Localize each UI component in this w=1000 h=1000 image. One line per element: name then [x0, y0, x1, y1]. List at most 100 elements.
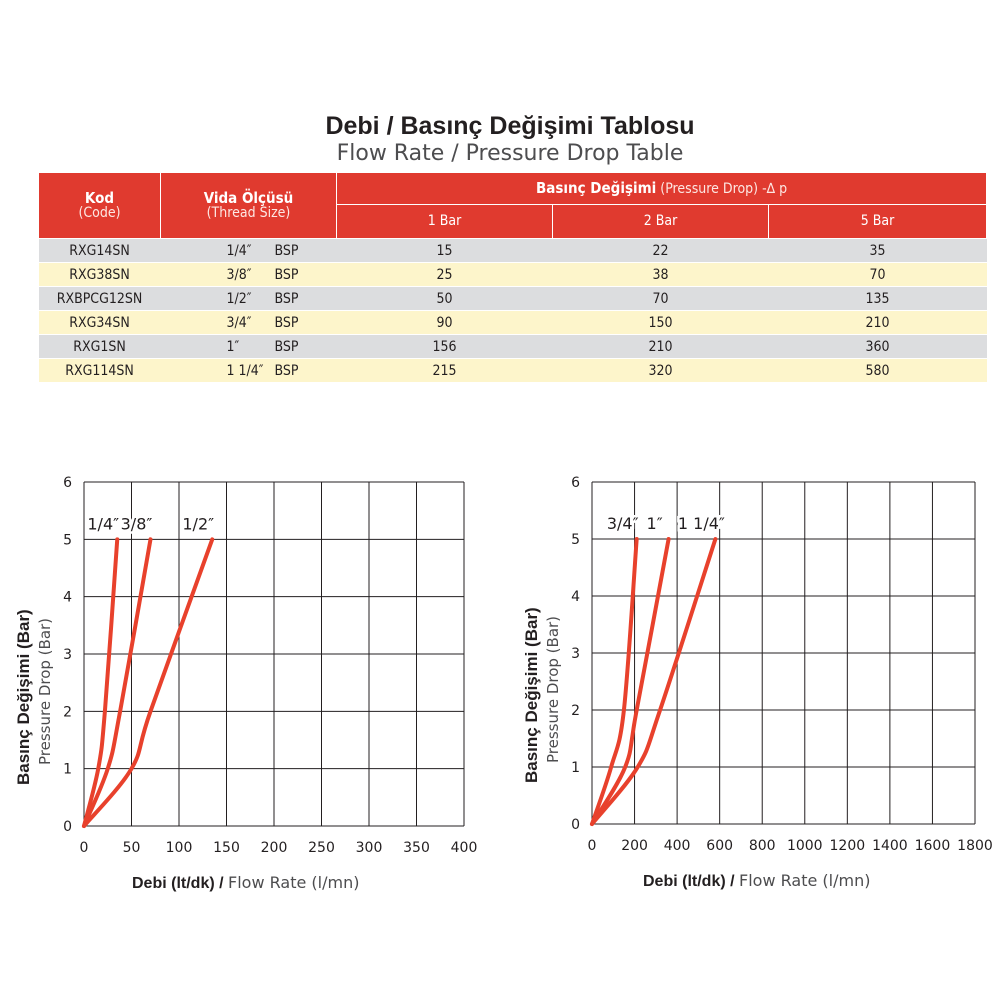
chart-right-y-tick-label: 6 [571, 475, 580, 491]
header-pressure-label: Basınç Değişimi [535, 178, 657, 197]
chart-left-x-tick-label: 100 [166, 840, 193, 856]
chart-right-x-tick-label: 1800 [957, 838, 993, 854]
chart-left-y-tick-label: 0 [63, 819, 72, 835]
cell-thread-type: BSP [274, 338, 299, 355]
chart-right-x-tick-label: 1400 [872, 838, 908, 854]
cell-2bar: 320 [552, 358, 769, 383]
cell-thread: 1/4″ BSP [160, 238, 337, 263]
table-row: RXG1SN 1″ BSP 156 210 360 [38, 334, 987, 359]
cell-thread-type: BSP [274, 290, 299, 307]
chart-right-y-tick-label: 4 [571, 589, 580, 605]
chart-right-y-tick-label: 5 [571, 532, 580, 548]
chart-left-series-label: 3/8″ [121, 514, 153, 533]
chart-left-x-tick-label: 0 [80, 840, 89, 856]
cell-1bar: 15 [336, 238, 553, 263]
cell-size: 1/2″ [226, 290, 252, 307]
cell-5bar: 360 [768, 334, 987, 359]
chart-left-x-tick-label: 250 [308, 840, 335, 856]
chart-left-series-line-2 [82, 537, 153, 828]
header-bar-2: 2 Bar [552, 204, 769, 239]
chart-left-x-tick-label: 50 [123, 840, 141, 856]
header-pressure: Basınç Değişimi (Pressure Drop) -∆ p [335, 172, 988, 205]
chart-right-y-tick-label: 0 [571, 817, 580, 833]
cell-5bar: 70 [768, 262, 987, 287]
chart-left-xlabel-tr: Debi (lt/dk) / [132, 875, 224, 892]
cell-5bar: 135 [768, 286, 987, 311]
cell-code: RXG14SN [38, 238, 161, 263]
chart-right-plot: 0 200 400 600 800 1000 1200 1400 1600 1800 0 1 2 3 4 5 6… [571, 475, 993, 854]
title-block: Debi / Basınç Değişimi Tablosu Flow Rate… [0, 112, 1000, 168]
chart-right-xlabel: Debi (lt/dk) / Flow Rate (l/mn) [643, 871, 870, 891]
chart-left-y-tick-label: 2 [63, 704, 72, 720]
header-bar-5: 5 Bar [767, 204, 988, 239]
chart-left-y-tick-label: 1 [63, 762, 72, 778]
chart-left-series-label: 1/4″ [87, 514, 119, 533]
header-code: Kod (Code) [38, 172, 161, 239]
chart-left-ylabel-tr: Basınç Değişimi (Bar) [14, 609, 33, 785]
cell-code: RXG114SN [38, 358, 161, 383]
chart-right-y-tick-label: 1 [571, 760, 580, 776]
chart-right-x-tick-label: 0 [588, 838, 597, 854]
header-code-label: Kod [84, 188, 115, 207]
chart-right-series-label: 1″ [647, 514, 663, 533]
cell-thread-type: BSP [274, 266, 299, 283]
cell-thread: 3/8″ BSP [160, 262, 337, 287]
cell-2bar: 210 [552, 334, 769, 359]
chart-right-x-tick-label: 1600 [915, 838, 951, 854]
chart-left-y-tick-label: 6 [63, 475, 72, 491]
cell-1bar: 25 [336, 262, 553, 287]
header-thread-sublabel: (Thread Size) [206, 204, 291, 221]
cell-code: RXG34SN [38, 310, 161, 335]
chart-left-y-tick-label: 4 [63, 590, 72, 606]
cell-5bar: 35 [768, 238, 987, 263]
cell-2bar: 150 [552, 310, 769, 335]
header-code-sublabel: (Code) [78, 204, 121, 221]
chart-left-series-line-3 [82, 537, 215, 828]
chart-left-y-tick-label: 5 [63, 532, 72, 548]
cell-code: RXG38SN [38, 262, 161, 287]
chart-left: Basınç Değişimi (Bar) Pressure Drop (Bar… [0, 460, 490, 900]
header-thread: Vida Ölçüsü (Thread Size) [160, 172, 337, 239]
cell-thread: 1/2″ BSP [160, 286, 337, 311]
chart-right-y-tick-label: 2 [571, 703, 580, 719]
cell-5bar: 580 [768, 358, 987, 383]
chart-right-ylabel-en: Pressure Drop (Bar) [544, 615, 562, 763]
cell-1bar: 215 [336, 358, 553, 383]
page-title-en: Flow Rate / Pressure Drop Table [336, 141, 684, 166]
cell-1bar: 156 [336, 334, 553, 359]
chart-right-series-label: 1 1/4″ [678, 514, 725, 533]
cell-size: 3/4″ [226, 314, 252, 331]
cell-2bar: 70 [552, 286, 769, 311]
cell-size: 1/4″ [226, 242, 252, 259]
chart-right-y-tick-label: 3 [571, 646, 580, 662]
chart-right-series-line-3 [590, 537, 718, 826]
cell-thread: 1 1/4″ BSP [160, 358, 337, 383]
cell-2bar: 22 [552, 238, 769, 263]
cell-thread-type: BSP [274, 362, 299, 379]
chart-left-x-tick-label: 400 [451, 840, 478, 856]
cell-size: 1″ [226, 338, 240, 355]
chart-right-series-line-1 [590, 537, 639, 826]
page-title-tr: Debi / Basınç Değişimi Tablosu [325, 112, 695, 140]
chart-left-y-tick-label: 3 [63, 647, 72, 663]
cell-code: RXG1SN [38, 334, 161, 359]
chart-left-x-tick-label: 350 [403, 840, 430, 856]
chart-left-x-tick-label: 150 [213, 840, 240, 856]
chart-right-xlabel-tr: Debi (lt/dk) / [643, 873, 735, 890]
chart-right: Basınç Değişimi (Bar) Pressure Drop (Bar… [505, 460, 1000, 900]
cell-size: 3/8″ [226, 266, 252, 283]
chart-right-x-tick-label: 600 [706, 838, 733, 854]
table-row: RXG114SN 1 1/4″ BSP 215 320 580 [38, 358, 987, 383]
header-pressure-sublabel: (Pressure Drop) -∆ p [660, 180, 788, 197]
chart-left-x-tick-label: 300 [356, 840, 383, 856]
cell-code: RXBPCG12SN [38, 286, 161, 311]
chart-left-xlabel: Debi (lt/dk) / Flow Rate (l/mn) [132, 873, 359, 893]
chart-right-ylabel-tr: Basınç Değişimi (Bar) [522, 607, 541, 783]
cell-thread: 3/4″ BSP [160, 310, 337, 335]
chart-right-x-tick-label: 1200 [830, 838, 866, 854]
chart-right-series-line-2 [590, 537, 671, 826]
flow-pressure-table: Kod (Code) Vida Ölçüsü (Thread Size) Bas… [38, 172, 988, 383]
chart-left-xlabel-en: Flow Rate (l/mn) [228, 873, 360, 892]
header-bar-1: 1 Bar [336, 204, 553, 239]
cell-5bar: 210 [768, 310, 987, 335]
